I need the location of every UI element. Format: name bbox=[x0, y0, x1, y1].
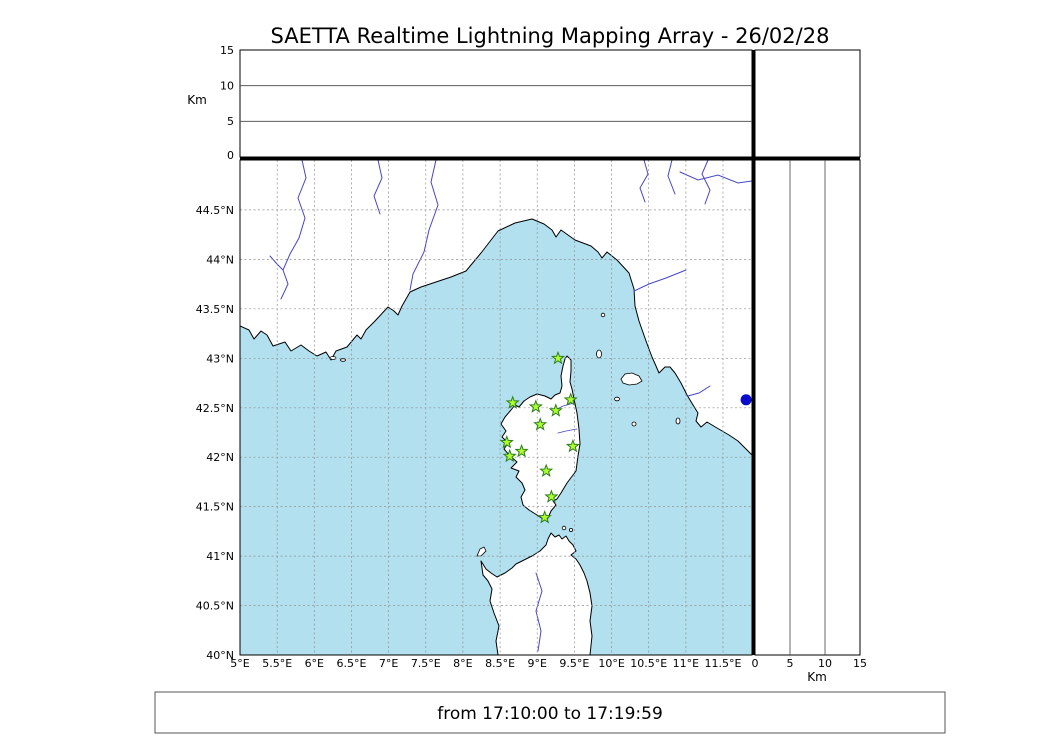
top-km-tick-5: 5 bbox=[227, 115, 234, 128]
right-km-unit-label: Km bbox=[807, 670, 827, 684]
lat-tick-label: 40°N bbox=[206, 649, 234, 662]
river bbox=[280, 160, 307, 300]
river bbox=[701, 160, 711, 205]
station-star-marker bbox=[502, 448, 517, 463]
right-km-tick-10: 10 bbox=[818, 657, 832, 670]
station-star-marker bbox=[505, 395, 520, 409]
lon-tick-label: 10.5°E bbox=[630, 657, 667, 670]
station-star-marker bbox=[548, 403, 563, 417]
pianosa-island bbox=[614, 396, 620, 402]
river bbox=[679, 171, 752, 184]
lat-tick-label: 40.5°N bbox=[196, 600, 234, 613]
river bbox=[373, 160, 383, 215]
lon-tick-label: 9°E bbox=[527, 657, 546, 670]
river bbox=[557, 428, 578, 434]
station-star-marker bbox=[514, 443, 529, 458]
lon-tick-label: 6.5°E bbox=[337, 657, 367, 670]
top-km-tick-15: 15 bbox=[220, 44, 234, 57]
river bbox=[633, 269, 687, 292]
events-layer bbox=[740, 394, 752, 406]
lon-tick-label: 5°E bbox=[230, 657, 249, 670]
lon-axis: 5°E 5.5°E 6°E 6.5°E 7°E 7.5°E 8°E 8.5°E … bbox=[230, 657, 741, 670]
grid-layer bbox=[240, 160, 752, 655]
maddalena-island bbox=[561, 525, 567, 531]
lon-tick-label: 7.5°E bbox=[411, 657, 441, 670]
station-star-marker bbox=[539, 463, 554, 478]
top-panel-frame bbox=[239, 49, 753, 158]
station-star-marker bbox=[528, 399, 543, 413]
giglio-island bbox=[675, 417, 681, 425]
lat-tick-label: 43°N bbox=[206, 352, 234, 365]
lat-tick-label: 44.5°N bbox=[196, 204, 234, 217]
right-km-tick-15: 15 bbox=[853, 657, 867, 670]
top-km-unit-label: Km bbox=[187, 93, 207, 107]
lon-tick-label: 9.5°E bbox=[559, 657, 589, 670]
river bbox=[409, 160, 439, 291]
lat-tick-label: 43.5°N bbox=[196, 303, 234, 316]
top-km-tick-0: 0 bbox=[227, 149, 234, 162]
capraia-island bbox=[596, 349, 602, 359]
corsica-island bbox=[500, 355, 581, 520]
station-star-marker bbox=[537, 510, 552, 524]
lat-tick-label: 44°N bbox=[206, 253, 234, 266]
mainland-coast bbox=[240, 160, 752, 456]
river bbox=[535, 572, 543, 652]
station-star-marker bbox=[563, 392, 578, 406]
river bbox=[639, 160, 649, 203]
lon-tick-label: 5.5°E bbox=[262, 657, 292, 670]
top-km-tick-10: 10 bbox=[220, 80, 234, 93]
footer: from 17:10:00 to 17:19:59 bbox=[154, 691, 946, 734]
lon-tick-label: 10°E bbox=[598, 657, 624, 670]
sardinia-island bbox=[480, 532, 593, 655]
top-altitude-panel: 15 10 5 0 Km bbox=[187, 44, 753, 162]
station-star-marker bbox=[533, 417, 548, 431]
lat-tick-label: 41.5°N bbox=[196, 501, 234, 514]
time-range-label: from 17:10:00 to 17:19:59 bbox=[437, 704, 663, 724]
port-cros-island bbox=[340, 358, 346, 362]
corner-panel-frame bbox=[754, 49, 861, 158]
lon-tick-label: 7°E bbox=[379, 657, 398, 670]
lat-axis: 44.5°N 44°N 43.5°N 43°N 42.5°N 42°N 41.5… bbox=[196, 204, 234, 662]
footer-frame bbox=[154, 691, 946, 734]
river bbox=[687, 385, 711, 397]
river bbox=[667, 160, 676, 195]
station-star-marker bbox=[499, 434, 514, 449]
map-panel bbox=[239, 159, 753, 656]
right-panel-frame bbox=[754, 159, 861, 656]
event-dot bbox=[740, 394, 752, 406]
lon-tick-label: 11°E bbox=[673, 657, 699, 670]
lat-tick-label: 42.5°N bbox=[196, 402, 234, 415]
caprera-island bbox=[568, 527, 573, 532]
right-km-axis: 0 5 10 15 Km bbox=[752, 657, 868, 684]
right-altitude-panel bbox=[754, 159, 861, 656]
montecristo-island bbox=[631, 421, 637, 427]
lat-tick-label: 42°N bbox=[206, 451, 234, 464]
lon-tick-label: 8°E bbox=[453, 657, 472, 670]
station-star-marker bbox=[565, 438, 580, 453]
gorgona-island bbox=[600, 312, 606, 318]
station-star-marker bbox=[550, 350, 566, 365]
lon-tick-label: 11.5°E bbox=[705, 657, 742, 670]
lon-tick-label: 6°E bbox=[305, 657, 324, 670]
elba-island bbox=[620, 372, 643, 386]
rivers-layer bbox=[269, 160, 752, 652]
stations-layer bbox=[499, 350, 580, 524]
lat-tick-label: 41°N bbox=[206, 550, 234, 563]
figure-title: SAETTA Realtime Lightning Mapping Array … bbox=[271, 24, 830, 48]
right-km-tick-5: 5 bbox=[787, 657, 794, 670]
station-star-marker bbox=[544, 489, 559, 503]
lon-tick-label: 8.5°E bbox=[485, 657, 515, 670]
right-km-tick-0: 0 bbox=[752, 657, 759, 670]
